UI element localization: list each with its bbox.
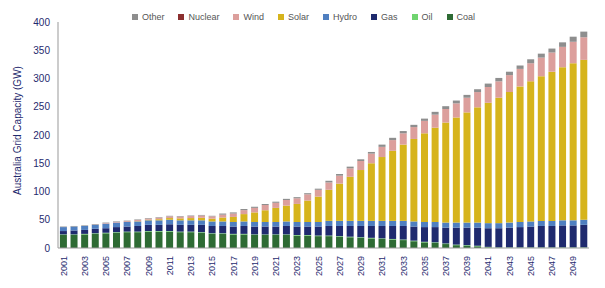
html-text:Gas: Gas: [381, 12, 398, 22]
html-text:Wind: Wind: [243, 12, 264, 22]
svg-text:2049: 2049: [568, 256, 578, 276]
svg-text:2021: 2021: [271, 256, 281, 276]
svg-text:2027: 2027: [335, 256, 345, 276]
html-text:Nuclear: Nuclear: [188, 12, 220, 22]
svg-text:150: 150: [33, 158, 50, 169]
svg-text:2037: 2037: [441, 256, 451, 276]
svg-text:200: 200: [33, 130, 50, 141]
svg-text:2045: 2045: [526, 256, 536, 276]
svg-text:2005: 2005: [101, 256, 111, 276]
svg-text:2017: 2017: [229, 256, 239, 276]
svg-text:2041: 2041: [484, 256, 494, 276]
html-text:Hydro: Hydro: [333, 12, 357, 22]
svg-text:2003: 2003: [80, 256, 90, 276]
svg-text:2039: 2039: [462, 256, 472, 276]
html-text:Other: Other: [141, 12, 165, 22]
svg-text:2031: 2031: [377, 256, 387, 276]
svg-text:2033: 2033: [399, 256, 409, 276]
svg-text:2009: 2009: [144, 256, 154, 276]
svg-text:0: 0: [44, 243, 50, 254]
svg-text:2035: 2035: [420, 256, 430, 276]
svg-text:2011: 2011: [165, 256, 175, 275]
svg-text:Australia Grid Capacity (GW): Australia Grid Capacity (GW): [12, 66, 23, 195]
svg-text:2001: 2001: [59, 256, 69, 276]
svg-text:2029: 2029: [356, 256, 366, 276]
svg-text:2043: 2043: [505, 256, 515, 276]
svg-text:2013: 2013: [186, 256, 196, 276]
svg-text:50: 50: [39, 214, 51, 225]
svg-text:2007: 2007: [122, 256, 132, 276]
html-text:Oil: Oil: [421, 12, 433, 22]
svg-text:100: 100: [33, 186, 50, 197]
svg-text:2023: 2023: [292, 256, 302, 276]
svg-text:2047: 2047: [547, 256, 557, 276]
svg-text:2025: 2025: [314, 256, 324, 276]
html-text:Solar: Solar: [288, 12, 309, 22]
svg-text:350: 350: [33, 45, 50, 56]
svg-text:300: 300: [33, 73, 50, 84]
svg-text:2015: 2015: [207, 256, 217, 276]
svg-text:250: 250: [33, 101, 50, 112]
html-text:Coal: Coal: [456, 12, 475, 22]
svg-text:2019: 2019: [250, 256, 260, 276]
svg-text:400: 400: [33, 17, 50, 28]
